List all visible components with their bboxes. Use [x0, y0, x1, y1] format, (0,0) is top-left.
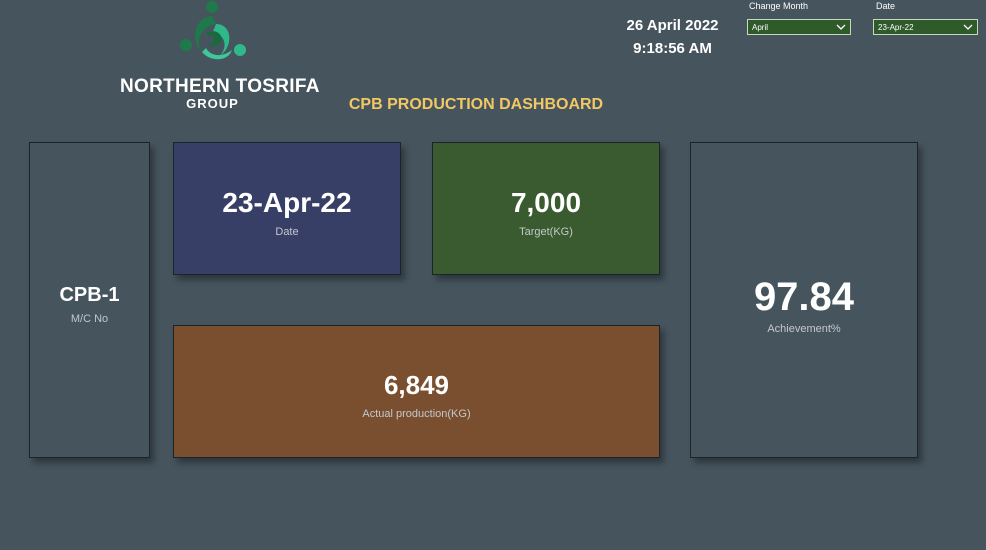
clock-date: 26 April 2022	[626, 17, 719, 34]
logo-mark-icon	[180, 1, 246, 60]
machine-value: CPB-1	[59, 284, 120, 306]
month-slicer-label: Change Month	[749, 1, 809, 11]
date-slicer-value: 23-Apr-22	[878, 23, 914, 32]
company-logo: NORTHERN TOSRIFA GROUP	[120, 0, 320, 115]
chevron-down-icon	[963, 24, 973, 30]
actual-production-card[interactable]: 6,849 Actual production(KG)	[173, 325, 660, 458]
clock-time: 9:18:56 AM	[633, 40, 712, 57]
chevron-down-icon	[836, 24, 846, 30]
actual-production-value: 6,849	[383, 370, 450, 400]
clock: 26 April 2022 9:18:56 AM	[600, 14, 745, 60]
date-card-label: Date	[275, 226, 299, 238]
achievement-value: 97.84	[753, 275, 855, 319]
date-card[interactable]: 23-Apr-22 Date	[173, 142, 401, 275]
achievement-card[interactable]: 97.84 Achievement%	[690, 142, 918, 458]
machine-card[interactable]: CPB-1 M/C No	[29, 142, 150, 458]
date-slicer-dropdown[interactable]: 23-Apr-22	[873, 19, 978, 35]
month-slicer-value: April	[752, 23, 769, 32]
target-value: 7,000	[510, 187, 582, 218]
page-title: CPB PRODUCTION DASHBOARD	[348, 96, 604, 113]
month-slicer-dropdown[interactable]: April	[747, 19, 851, 35]
actual-production-label: Actual production(KG)	[362, 408, 471, 420]
date-card-value: 23-Apr-22	[222, 187, 352, 218]
target-card[interactable]: 7,000 Target(KG)	[432, 142, 660, 275]
logo-company-name: NORTHERN TOSRIFA	[120, 76, 320, 97]
date-slicer-label: Date	[876, 1, 896, 11]
machine-label: M/C No	[70, 313, 109, 325]
achievement-label: Achievement%	[767, 323, 841, 335]
logo-company-sub: GROUP	[186, 96, 239, 111]
target-label: Target(KG)	[519, 226, 573, 238]
